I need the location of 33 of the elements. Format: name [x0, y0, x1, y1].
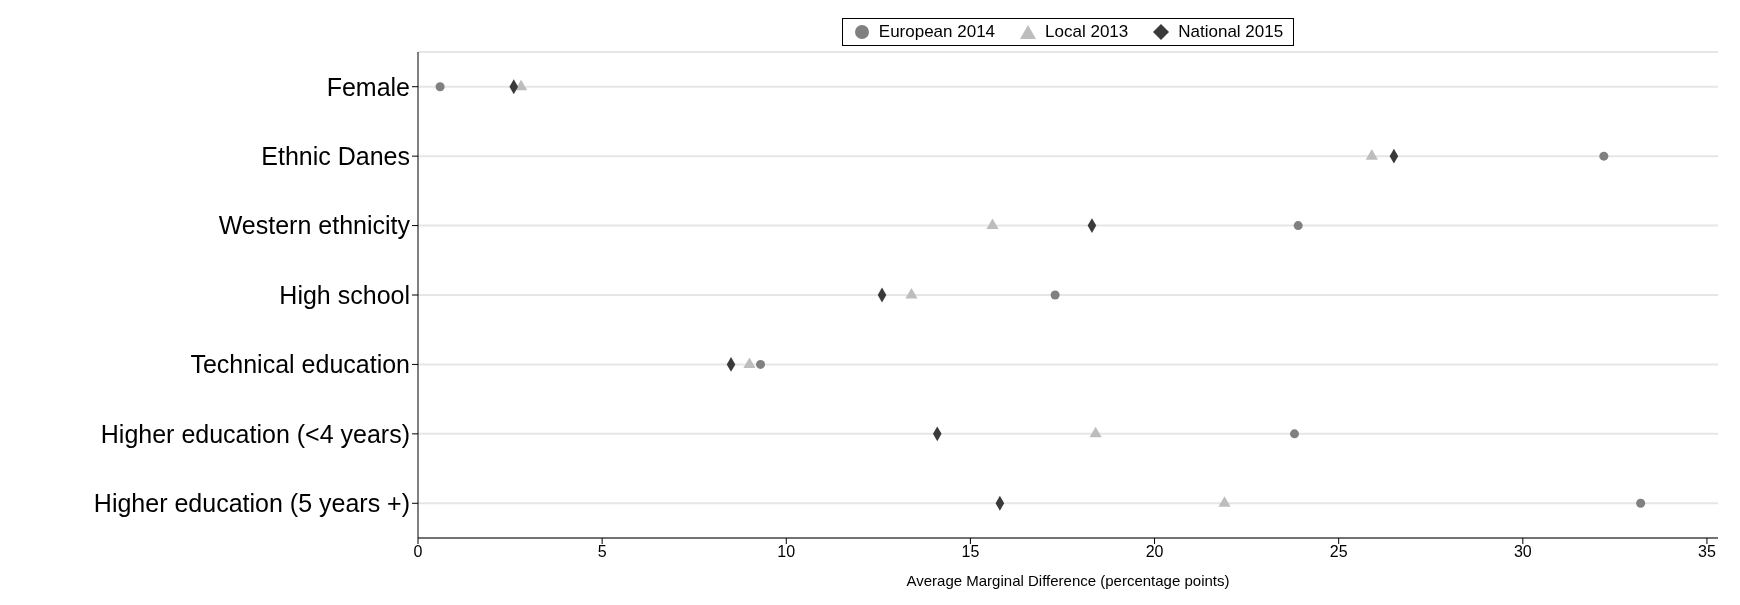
x-tick-label: 35 — [1698, 543, 1716, 561]
legend-label: Local 2013 — [1044, 22, 1129, 42]
y-tick-label: Ethnic Danes — [261, 142, 410, 171]
y-tick-label: High school — [279, 280, 410, 309]
y-tick-label: Higher education (<4 years) — [100, 419, 410, 448]
point — [1218, 496, 1231, 507]
point — [1289, 429, 1299, 439]
x-tick-label: 20 — [1145, 543, 1164, 561]
legend-label: National 2015 — [1177, 22, 1284, 42]
point — [1365, 149, 1378, 160]
x-axis-title: Average Marginal Difference (percentage points) — [906, 572, 1230, 589]
y-tick-label: Higher education (5 years +) — [93, 489, 410, 518]
point — [743, 357, 756, 368]
point — [905, 287, 918, 299]
point — [986, 218, 999, 230]
x-tick-label: 25 — [1329, 543, 1348, 561]
y-tick-label: Western ethnicity — [218, 211, 411, 240]
point — [1089, 426, 1102, 438]
y-tick-label: Technical education — [190, 350, 410, 379]
point — [1599, 151, 1609, 161]
y-tick-label: Female — [326, 72, 410, 101]
point — [1636, 498, 1646, 508]
x-tick-label: 30 — [1513, 543, 1532, 561]
x-tick-label: 15 — [961, 543, 980, 561]
point — [1293, 221, 1303, 231]
x-tick-label: 5 — [597, 543, 607, 561]
x-tick-label: 0 — [413, 543, 423, 561]
point — [1050, 290, 1060, 300]
x-tick-label: 10 — [777, 543, 796, 561]
point — [755, 359, 766, 369]
point — [515, 79, 528, 91]
legend-label: European 2014 — [877, 22, 996, 42]
point — [435, 82, 445, 92]
